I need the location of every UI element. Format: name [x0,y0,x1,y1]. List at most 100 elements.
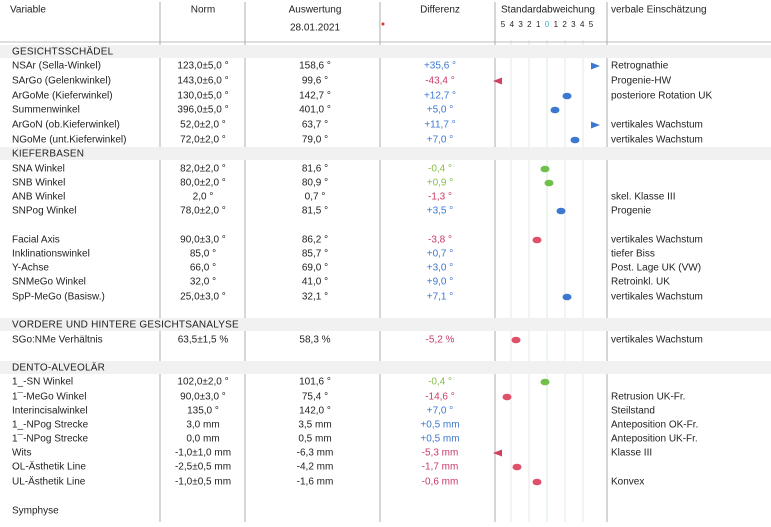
sd-marker [550,106,560,114]
assessment: posteriore Rotation UK [611,91,712,102]
sd-scale-label: 1 [554,20,559,29]
difference: -43,4 ° [425,76,455,87]
norm: 82,0±2,0 ° [180,164,226,175]
sd-marker [591,121,600,129]
measured-value: -6,3 mm [297,448,334,459]
sd-scale-label: 5 [589,20,594,29]
section-title: VORDERE UND HINTERE GESICHTSANALYSE [12,320,239,331]
scan-dot [381,22,385,26]
assessment: Anteposition OK-Fr. [611,420,698,431]
variable: 1¯-NPog Strecke [12,433,89,445]
measured-value: 69,0 ° [302,263,328,274]
variable: Facial Axis [12,235,60,246]
variable: 1_-SN Winkel [12,377,73,388]
norm: 72,0±2,0 ° [180,135,226,146]
column-header: verbale Einschätzung [611,5,707,16]
sd-marker [540,165,550,173]
difference: +9,0 ° [427,277,454,288]
assessment: vertikales Wachstum [611,235,703,246]
variable: SpP-MeGo (Basisw.) [12,292,105,303]
norm: 102,0±2,0 ° [177,377,228,388]
measured-value: 142,7 ° [299,91,331,102]
measured-value: 79,0 ° [302,135,328,146]
norm: 90,0±3,0 ° [180,392,226,403]
sd-scale-label: 4 [580,20,585,29]
section-title: GESICHTSSCHÄDEL [12,46,114,58]
difference: +7,0 ° [427,406,454,417]
variable: SArGo (Gelenkwinkel) [12,76,111,87]
measured-value: 3,5 mm [298,420,331,431]
assessment: Steilstand [611,406,655,417]
measured-value: 81,6 ° [302,164,328,175]
assessment: Retroinkl. UK [611,277,670,288]
section-title: DENTO-ALVEOLÄR [12,362,105,374]
sd-marker [562,92,572,100]
sd-scale-label: 3 [518,20,523,29]
measured-value: 101,6 ° [299,377,331,388]
norm: 78,0±2,0 ° [180,206,226,217]
norm: 52,0±2,0 ° [180,120,226,131]
norm: 130,0±5,0 ° [177,91,228,102]
assessment: Retrognathie [611,61,669,72]
variable: 1¯-MeGo Winkel [12,391,86,403]
sd-marker [544,179,554,187]
assessment: Retrusion UK-Fr. [611,392,685,403]
column-header: Differenz [420,5,460,16]
measured-value: 63,7 ° [302,120,328,131]
variable: SNA Winkel [12,164,65,175]
measured-value: 401,0 ° [299,105,331,116]
section-band [0,361,771,374]
column-header: Variable [10,5,46,16]
assessment: vertikales Wachstum [611,292,703,303]
sd-marker [493,77,502,85]
measured-value: 142,0 ° [299,406,331,417]
variable: SGo:NMe Verhältnis [12,335,103,346]
norm: -2,5±0,5 mm [175,462,231,473]
variable: Wits [12,448,31,459]
assessment: vertikales Wachstum [611,335,703,346]
variable: Y-Achse [12,263,49,274]
column-header: Auswertung [289,5,342,16]
sd-scale-label: 1 [536,20,541,29]
norm: 0,0 mm [186,434,219,445]
assessment: Progenie-HW [611,76,672,87]
sd-marker [511,336,521,344]
variable: SNMeGo Winkel [12,277,86,288]
difference: +11,7 ° [424,120,455,131]
sd-scale-label: 4 [510,20,515,29]
norm: -1,0±0,5 mm [175,477,231,488]
variable: OL-Ästhetik Line [12,461,86,473]
variable: NGoMe (unt.Kieferwinkel) [12,135,126,146]
difference: -1,3 ° [428,192,452,203]
sd-marker [493,449,502,457]
measured-value: 41,0 ° [302,277,328,288]
variable: ANB Winkel [12,192,65,203]
assessment: tiefer Biss [611,249,655,260]
variable: SNB Winkel [12,178,65,189]
variable: SNPog Winkel [12,206,76,217]
column-header: Standardabweichung [501,5,595,16]
difference: -3,8 ° [428,235,452,246]
measured-value: 99,6 ° [302,76,328,87]
sd-scale-label: 3 [571,20,576,29]
assessment: Anteposition UK-Fr. [611,434,698,445]
norm: 135,0 ° [187,406,219,417]
measured-value: 58,3 % [299,335,330,346]
difference: +0,5 mm [420,420,459,431]
measured-value: -1,6 mm [297,477,334,488]
measured-value: 0,5 mm [298,434,331,445]
variable: Interincisalwinkel [12,406,88,417]
norm: 2,0 ° [193,192,214,203]
variable: Inklinationswinkel [12,249,90,260]
norm: 85,0 ° [190,249,216,260]
assessment: vertikales Wachstum [611,120,703,131]
difference: +3,5 ° [427,206,454,217]
difference: +7,1 ° [427,292,454,303]
norm: 90,0±3,0 ° [180,235,226,246]
variable: Symphyse [12,506,59,517]
norm: 32,0 ° [190,277,216,288]
difference: +0,9 ° [427,178,454,189]
measured-value: 85,7 ° [302,249,328,260]
